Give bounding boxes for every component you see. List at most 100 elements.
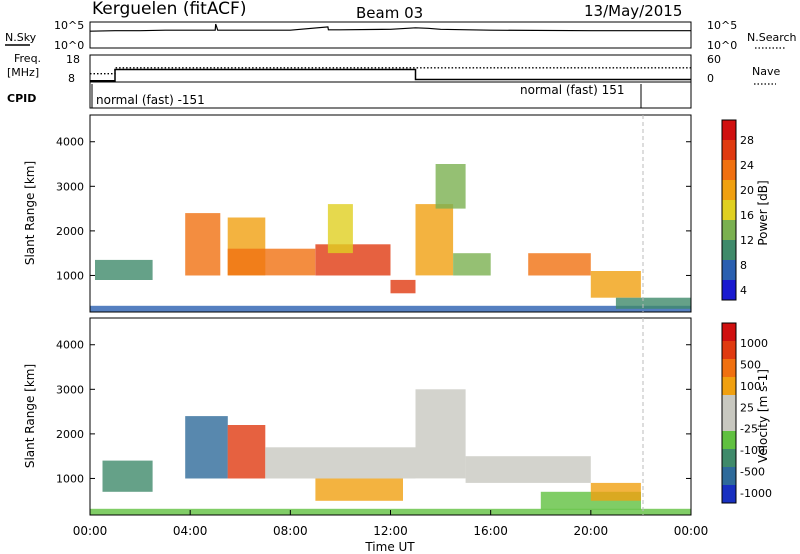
velocity-colorbar-tick: -500 [740,466,765,479]
velocity-panel: 1000 2000 3000 4000 Slant Range [km] 1000 50… [23,317,772,516]
power-heatmap [90,164,691,312]
x-tick-label: 00:00 [674,524,709,538]
power-region-4 [227,248,316,276]
velocity-colorbar-frame [721,322,737,504]
cpid-mode-2: normal (fast) 151 [520,83,624,97]
velocity-colorbar-tick: -25 [740,423,758,436]
cpid-mode-1: normal (fast) -151 [96,93,205,107]
power-colorbar-tick: 16 [740,209,754,222]
power-y-ticks: 1000 2000 3000 4000 [56,136,691,282]
power-colorbar-segment [722,160,736,180]
velocity-ytick-label: 4000 [56,339,84,352]
velocity-colorbar-segment [722,467,736,485]
velocity-region-9 [590,482,641,501]
x-tick-label: 08:00 [273,524,308,538]
velocity-region-7 [465,456,591,483]
velocity-region-5 [315,478,403,501]
power-colorbar-tick: 24 [740,159,754,172]
velocity-colorbar-segment [722,431,736,449]
nsearch-tick-bottom: 10^0 [707,39,737,52]
freq-panel: Freq. [MHz] 18 8 60 0 Nave [7,52,780,85]
power-region-6 [327,204,353,254]
power-colorbar-tick: 12 [740,234,754,247]
velocity-colorbar-label: Velocity [m s-1] [756,369,770,463]
nave-line [90,67,691,75]
velocity-region-2 [185,416,228,479]
power-colorbar-tick: 4 [740,284,747,297]
velocity-colorbar-segment [722,449,736,467]
power-region-8 [415,204,454,276]
x-tick-label: 00:00 [73,524,108,538]
freq-label-line1: Freq. [14,52,41,65]
x-tick-label: 04:00 [173,524,208,538]
power-region-2 [185,213,221,276]
nsky-tick-top: 10^5 [54,19,84,32]
x-axis-label: Time UT [364,540,415,554]
x-tick-label: 16:00 [473,524,508,538]
velocity-region-3 [227,425,266,479]
power-region-7 [390,279,416,294]
power-colorbar-segment [722,260,736,280]
velocity-region-1 [102,460,153,492]
power-region-1 [95,259,153,280]
velocity-colorbar-tick: 500 [740,358,761,371]
power-region-5 [315,244,391,276]
freq-tick-top: 18 [66,53,80,66]
velocity-ytick-label: 2000 [56,428,84,441]
power-colorbar-segment [722,240,736,260]
velocity-colorbar-segment [722,395,736,413]
date-title: 13/May/2015 [584,2,682,20]
power-colorbar-label: Power [dB] [756,180,770,245]
nsky-label: N.Sky [5,31,37,44]
power-colorbar-frame [721,119,737,301]
power-colorbar-segment [722,180,736,200]
power-region-10 [453,253,491,276]
nsearch-label: N.Search [747,31,797,44]
x-tick-label: 12:00 [373,524,408,538]
velocity-colorbar-tick: 25 [740,401,754,414]
power-colorbar-segment [722,220,736,240]
freq-label-line2: [MHz] [7,66,39,79]
freq-tick-bottom: 8 [68,72,75,85]
velocity-region-6 [415,389,466,479]
nsky-panel: N.Sky 10^5 10^0 10^5 10^0 N.Search [5,19,797,52]
power-region-9 [435,164,466,209]
power-panel: 1000 2000 3000 4000 Slant Range [km] 28 24 20… [23,114,770,313]
velocity-heatmap [90,389,691,515]
nsky-tick-bottom: 10^0 [54,39,84,52]
power-ytick-label: 2000 [56,225,84,238]
frequency-line [90,68,691,82]
cpid-panel: CPID normal (fast) -151 normal (fast) 15… [7,81,692,109]
velocity-y-axis-label: Slant Range [km] [23,364,37,468]
velocity-colorbar-segment [722,485,736,503]
power-ytick-label: 1000 [56,269,84,282]
power-colorbar: 28 24 20 16 12 8 4 [721,119,754,301]
velocity-y-ticks: 1000 2000 3000 4000 [56,339,691,485]
x-axis-ticks: 00:00 04:00 08:00 12:00 16:00 20:00 00:00 [73,510,709,538]
velocity-colorbar-tick: 100 [740,380,761,393]
velocity-colorbar-tick: -100 [740,444,765,457]
x-tick-label: 20:00 [574,524,609,538]
power-y-axis-label: Slant Range [km] [23,161,37,265]
power-ytick-label: 4000 [56,136,84,149]
velocity-colorbar: 1000 500 100 25 -25 -100 -500 -1000 [721,322,772,504]
power-ytick-label: 3000 [56,180,84,193]
power-region-13 [615,297,691,309]
power-region-12 [590,271,641,298]
velocity-colorbar-tick: 1000 [740,337,768,350]
velocity-colorbar-tick: -1000 [740,487,772,500]
velocity-ytick-label: 1000 [56,472,84,485]
power-region-11 [528,253,591,276]
velocity-colorbar-segment [722,341,736,359]
velocity-colorbar-segment [722,413,736,431]
nsearch-tick-top: 10^5 [707,19,737,32]
velocity-ytick-label: 3000 [56,383,84,396]
power-colorbar-segment [722,140,736,160]
power-colorbar-tick: 20 [740,184,754,197]
power-colorbar-tick: 8 [740,259,747,272]
velocity-colorbar-segment [722,323,736,341]
power-colorbar-segment [722,200,736,220]
power-colorbar-tick: 28 [740,134,754,147]
nsky-line [89,23,691,32]
